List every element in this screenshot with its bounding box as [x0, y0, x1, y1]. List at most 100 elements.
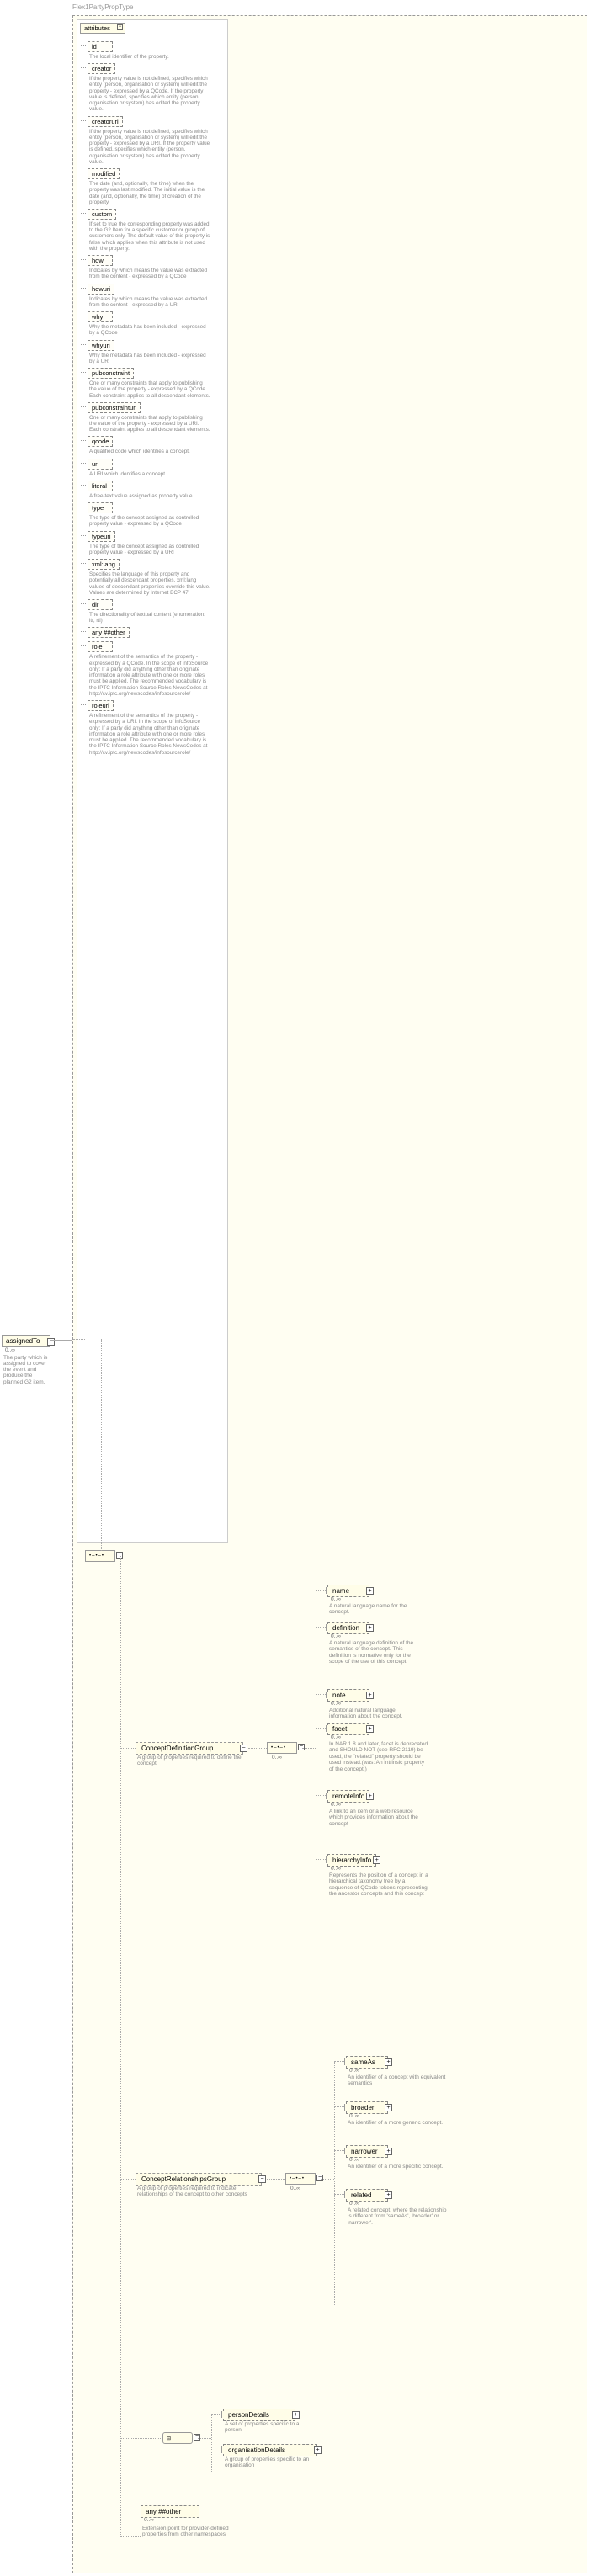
attribute-desc: The date (and, optionally, the time) whe…: [88, 179, 212, 205]
expand-icon[interactable]: −: [298, 1744, 305, 1750]
attribute-name[interactable]: howuri: [88, 284, 114, 295]
attribute-name[interactable]: any ##other: [88, 627, 130, 638]
element-label: personDetails: [228, 2411, 269, 2419]
element-any-other[interactable]: any ##other: [141, 2505, 199, 2518]
expand-icon[interactable]: −: [258, 2175, 266, 2183]
group-label: ConceptDefinitionGroup: [141, 1745, 213, 1752]
expand-icon[interactable]: +: [385, 2104, 392, 2111]
root-header[interactable]: assignedTo −: [2, 1335, 50, 1347]
element-label: sameAs: [351, 2058, 375, 2066]
attribute-name[interactable]: uri: [88, 459, 113, 470]
element-desc: An identifier of a more specific concept…: [348, 2164, 447, 2170]
attribute-item: any ##other: [88, 627, 227, 638]
attribute-item: qcodeA qualified code which identifies a…: [88, 436, 227, 454]
expand-icon[interactable]: +: [385, 2191, 392, 2199]
element-sameas[interactable]: sameAs+: [346, 2056, 388, 2069]
collapse-icon[interactable]: −: [117, 24, 123, 30]
attribute-desc: One or many constraints that apply to pu…: [88, 413, 212, 433]
expand-icon[interactable]: +: [385, 2058, 392, 2066]
attribute-name[interactable]: custom: [88, 209, 116, 220]
element-desc: Extension point for provider-defined pro…: [142, 2526, 235, 2538]
connector-line: [73, 1339, 85, 1340]
connector-line: [334, 2061, 335, 2305]
expand-icon[interactable]: −: [116, 1552, 123, 1559]
element-hierarchyinfo[interactable]: hierarchyInfo+: [327, 1854, 376, 1867]
choice-connector: ⊟ −: [162, 2432, 196, 2447]
attribute-name[interactable]: xml:lang: [88, 559, 120, 570]
connector-line: [120, 2536, 141, 2537]
expand-icon[interactable]: +: [366, 1725, 374, 1733]
element-organisationdetails[interactable]: organisationDetails +: [223, 2444, 317, 2456]
element-name[interactable]: name+: [327, 1585, 369, 1597]
attribute-desc: A URI which identifies a concept.: [88, 470, 212, 477]
attributes-container: attributes − idThe local identifier of t…: [77, 19, 228, 1543]
element-desc: A natural language definition of the sem…: [329, 1640, 422, 1665]
element-facet[interactable]: facet+: [327, 1723, 369, 1735]
attribute-item: howIndicates by which means the value wa…: [88, 255, 227, 279]
element-note[interactable]: note+: [327, 1689, 369, 1702]
expand-icon[interactable]: −: [194, 2434, 200, 2441]
expand-icon[interactable]: +: [366, 1587, 374, 1595]
connector-line: [120, 1556, 121, 2536]
element-related[interactable]: related+: [346, 2189, 388, 2202]
element-label: any ##other: [146, 2508, 181, 2515]
element-label: narrower: [351, 2148, 378, 2155]
attributes-list: idThe local identifier of the property. c…: [77, 36, 227, 756]
element-remoteinfo[interactable]: remoteInfo+: [327, 1790, 369, 1803]
attribute-name[interactable]: modified: [88, 168, 120, 179]
attribute-name[interactable]: creatoruri: [88, 116, 123, 127]
attribute-name[interactable]: how: [88, 255, 113, 266]
attribute-desc: A qualified code which identifies a conc…: [88, 447, 212, 454]
attributes-header[interactable]: attributes −: [80, 23, 125, 34]
element-label: name: [332, 1587, 349, 1595]
attribute-name[interactable]: pubconstraint: [88, 368, 134, 379]
expand-icon[interactable]: +: [292, 2411, 300, 2419]
expand-icon[interactable]: +: [366, 1624, 374, 1632]
element-definition[interactable]: definition+: [327, 1622, 369, 1634]
attribute-desc: The local identifier of the property.: [88, 52, 212, 60]
element-narrower[interactable]: narrower+: [346, 2145, 388, 2158]
connector-line: [211, 2414, 212, 2472]
attribute-item: roleA refinement of the semantics of the…: [88, 641, 227, 697]
expand-icon[interactable]: +: [314, 2446, 322, 2454]
expand-icon[interactable]: +: [385, 2148, 392, 2155]
element-broader[interactable]: broader+: [346, 2101, 388, 2114]
element-label: related: [351, 2191, 371, 2199]
attribute-name[interactable]: type: [88, 502, 113, 513]
expand-icon[interactable]: +: [366, 1793, 374, 1800]
expand-icon[interactable]: +: [373, 1856, 380, 1864]
sequence-icon: •–•–•: [290, 2176, 305, 2181]
attribute-name[interactable]: pubconstrainturi: [88, 402, 141, 413]
sequence-connector: •–•–• −: [85, 1550, 119, 1565]
expand-icon[interactable]: +: [366, 1692, 374, 1699]
attribute-name[interactable]: dir: [88, 599, 113, 610]
element-desc: A natural language name for the concept.: [329, 1603, 422, 1616]
element-desc: A link to an item or a web resource whic…: [329, 1809, 422, 1827]
connector-line: [248, 1748, 267, 1749]
element-desc: An identifier of a more generic concept.: [348, 2120, 447, 2126]
expand-icon[interactable]: −: [316, 2175, 323, 2181]
element-label: note: [332, 1692, 346, 1699]
attribute-desc: If the property value is not defined, sp…: [88, 127, 212, 165]
attribute-desc: A refinement of the semantics of the pro…: [88, 652, 212, 697]
group-conceptrelationships[interactable]: ConceptRelationshipsGroup −: [136, 2173, 262, 2186]
attribute-name[interactable]: literal: [88, 481, 113, 491]
attribute-name[interactable]: id: [88, 41, 113, 52]
connector-line: [267, 2179, 285, 2180]
attribute-name[interactable]: roleuri: [88, 700, 114, 711]
expand-icon[interactable]: −: [240, 1745, 247, 1752]
attribute-item: roleuriA refinement of the semantics of …: [88, 700, 227, 756]
attribute-name[interactable]: why: [88, 311, 113, 322]
attribute-name[interactable]: role: [88, 641, 113, 652]
attribute-desc: The type of the concept assigned as cont…: [88, 542, 212, 555]
attribute-name[interactable]: qcode: [88, 436, 113, 447]
attribute-item: creatorIf the property value is not defi…: [88, 63, 227, 112]
attribute-name[interactable]: whyuri: [88, 340, 114, 351]
element-cardinality: 0..∞: [349, 2068, 359, 2074]
choice-icon: ⊟: [167, 2435, 172, 2441]
attribute-desc: One or many constraints that apply to pu…: [88, 379, 212, 399]
group-conceptdefinition[interactable]: ConceptDefinitionGroup −: [136, 1742, 243, 1755]
element-persondetails[interactable]: personDetails +: [223, 2409, 295, 2421]
attribute-name[interactable]: creator: [88, 63, 115, 74]
attribute-name[interactable]: typeuri: [88, 531, 115, 542]
